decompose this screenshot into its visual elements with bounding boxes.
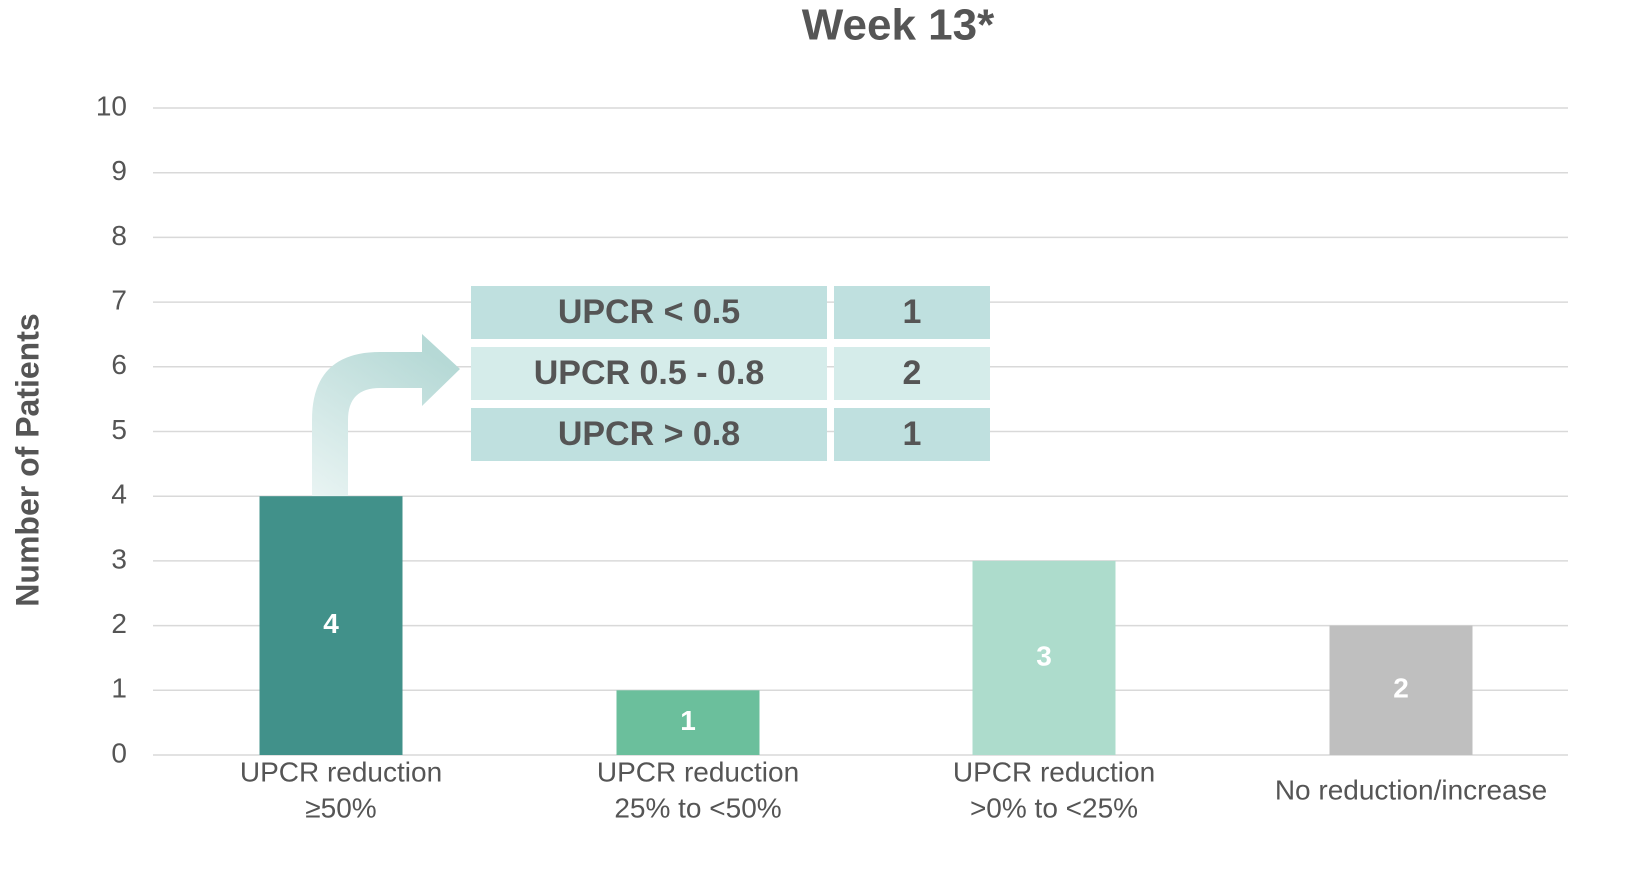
x-tick-label: UPCR reduction	[597, 756, 799, 787]
y-tick-label: 5	[111, 414, 127, 445]
table-cell	[834, 408, 990, 461]
x-tick-label: No reduction/increase	[1275, 774, 1547, 805]
x-tick-label: UPCR reduction	[953, 756, 1155, 787]
table-label: UPCR 0.5 - 0.8	[534, 354, 765, 392]
x-tick-label: 25% to <50%	[614, 792, 781, 823]
y-tick-label: 6	[111, 349, 127, 380]
bar	[972, 560, 1116, 755]
value-label: 3	[1036, 640, 1052, 671]
table-value: 1	[903, 293, 922, 331]
y-axis-label: Number of Patients	[9, 313, 45, 606]
y-tick-label: 7	[111, 284, 127, 315]
table-cell	[471, 347, 827, 400]
chart-title: Week 13*	[802, 1, 995, 50]
y-tick-label: 0	[111, 737, 127, 768]
bar	[616, 690, 760, 755]
y-tick-label: 3	[111, 543, 127, 574]
table-cell	[471, 408, 827, 461]
bar	[1329, 625, 1473, 755]
table-cell	[834, 347, 990, 400]
x-tick-label: ≥50%	[305, 792, 376, 823]
table-value: 1	[903, 415, 922, 453]
table-label: UPCR < 0.5	[558, 293, 740, 331]
x-tick-label: UPCR reduction	[240, 756, 442, 787]
value-label: 4	[323, 608, 339, 639]
x-tick-label: >0% to <25%	[970, 792, 1138, 823]
value-label: 1	[680, 705, 696, 736]
table-cell	[834, 286, 990, 339]
y-tick-label: 2	[111, 608, 127, 639]
y-tick-label: 4	[111, 479, 127, 510]
y-tick-label: 10	[96, 90, 127, 121]
arrow	[312, 334, 460, 496]
bar	[259, 496, 403, 755]
table-label: UPCR > 0.8	[558, 415, 740, 453]
y-tick-label: 9	[111, 155, 127, 186]
table-value: 2	[903, 354, 922, 392]
y-tick-label: 8	[111, 220, 127, 251]
y-tick-label: 1	[111, 673, 127, 704]
value-label: 2	[1393, 673, 1409, 704]
table-cell	[471, 286, 827, 339]
